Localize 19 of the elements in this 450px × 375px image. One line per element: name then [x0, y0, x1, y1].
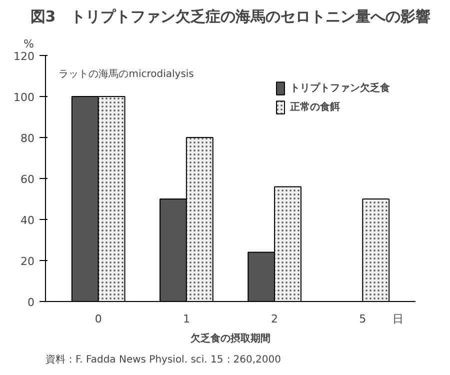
text: 資料：F. Fadda News Physiol. sci. 15：260,2000	[46, 354, 281, 366]
x-axis-title: 欠乏食の摂取期間	[190, 332, 270, 344]
y-tick-label: 120	[14, 50, 35, 63]
legend-label: トリプトファン欠乏食	[290, 81, 390, 95]
text: 日	[392, 312, 404, 326]
x-tick-label: 1	[182, 312, 190, 326]
y-tick-label: 60	[20, 173, 35, 186]
y-tick-label: 80	[20, 132, 35, 145]
x-tick-label: 0	[94, 312, 102, 326]
legend-label: 正常の食餌	[290, 100, 340, 114]
x-tick-label: 5	[359, 312, 366, 326]
y-tick-label: 0	[28, 296, 34, 309]
y-axis-title: %	[24, 38, 34, 50]
y-tick-label: 20	[20, 255, 35, 268]
y-tick-label: 100	[14, 91, 35, 104]
chart-title: 図3 トリプトファン欠乏症の海馬のセロトニン量への影響	[30, 8, 431, 26]
annotation: ラットの海馬のmicrodialysis	[58, 68, 194, 80]
x-tick-label: 2	[271, 312, 278, 326]
y-tick-label: 40	[20, 214, 35, 227]
